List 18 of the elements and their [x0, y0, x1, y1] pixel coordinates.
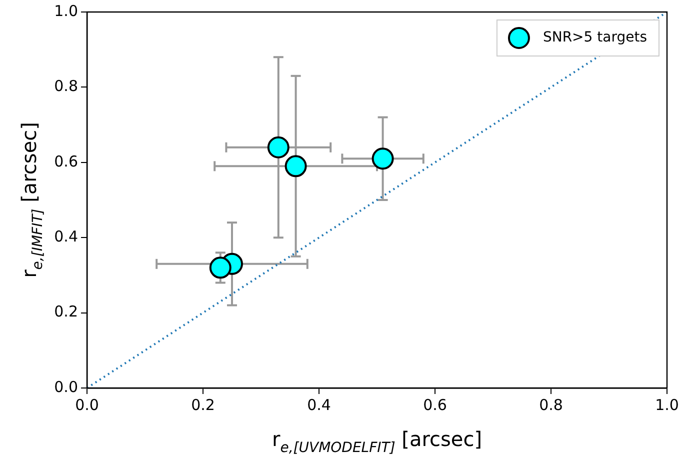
- x-tick-label: 0.2: [191, 396, 215, 414]
- x-tick-label: 1.0: [655, 396, 679, 414]
- y-tick-label: 0.8: [54, 77, 78, 96]
- point: [284, 155, 307, 178]
- y-tick-label: 0.0: [54, 378, 78, 396]
- point: [372, 148, 394, 170]
- x-tick-label: 0.8: [539, 396, 563, 414]
- y-tick-label: 0.2: [54, 302, 78, 321]
- x-tick-label: 0.4: [307, 396, 331, 414]
- point: [209, 256, 232, 279]
- point: [267, 136, 290, 158]
- y-axis-title: re,[IMFIT] [arcsec]: [17, 122, 46, 278]
- y-tick-label: 0.4: [54, 227, 78, 246]
- x-tick-label: 0.0: [75, 396, 99, 414]
- y-tick-label: 1.0: [54, 2, 78, 20]
- legend-label: SNR>5 targets: [542, 30, 648, 46]
- y-tick-label: 0.6: [54, 152, 78, 170]
- x-tick-label: 0.6: [423, 396, 447, 414]
